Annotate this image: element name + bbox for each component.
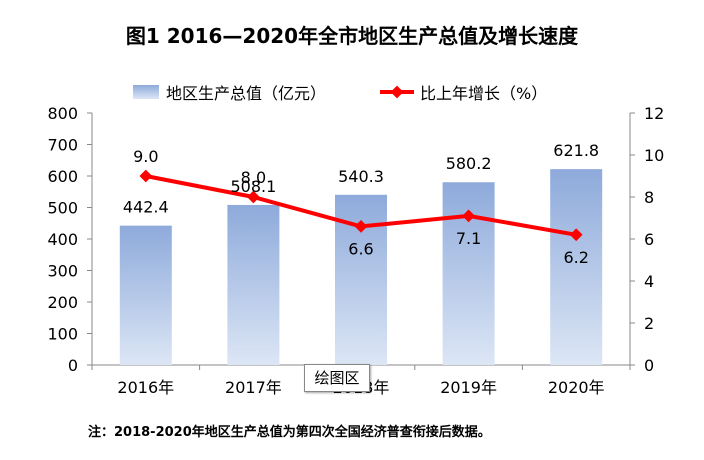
legend-bar-swatch bbox=[133, 85, 159, 99]
x-tick-label: 2017年 bbox=[225, 378, 282, 397]
line-marker bbox=[247, 190, 260, 204]
line-series bbox=[139, 169, 583, 242]
line-marker bbox=[462, 209, 475, 223]
line-value-label: 9.0 bbox=[133, 147, 158, 166]
footnote: 注：2018-2020年地区生产总值为第四次全国经济普查衔接后数据。 bbox=[88, 425, 491, 440]
y-left-tick-label: 600 bbox=[47, 167, 78, 186]
bar bbox=[119, 225, 172, 365]
legend-line-marker bbox=[390, 85, 404, 99]
y-right-tick-label: 8 bbox=[644, 188, 654, 207]
line-marker bbox=[354, 220, 368, 233]
bar-value-label: 508.1 bbox=[230, 177, 276, 196]
y-left-tick-label: 700 bbox=[47, 136, 78, 155]
data-labels: 442.4 508.1 540.3 580.2 621.8 9.0 8.0 6.6 7.1 6.2 bbox=[123, 141, 599, 267]
line-value-label: 7.1 bbox=[456, 229, 481, 248]
bar-value-label: 621.8 bbox=[553, 141, 599, 160]
bar bbox=[227, 204, 280, 365]
bar bbox=[550, 169, 603, 365]
y-left-tick-label: 0 bbox=[68, 356, 78, 375]
legend: 地区生产总值（亿元） 比上年增长（%） bbox=[133, 84, 547, 103]
y-left-tick-label: 500 bbox=[47, 199, 78, 218]
line-value-label: 8.0 bbox=[241, 168, 266, 187]
legend-line-label: 比上年增长（%） bbox=[420, 84, 547, 103]
bar-value-label: 580.2 bbox=[446, 154, 492, 173]
y-left-tick-label: 100 bbox=[47, 325, 78, 344]
x-tick-label: 2019年 bbox=[440, 378, 497, 397]
plot-area-tooltip: 绘图区 bbox=[304, 364, 370, 392]
bar-value-label: 442.4 bbox=[123, 198, 169, 217]
y-left-tick-label: 400 bbox=[47, 230, 78, 249]
axes: 0 100 200 300 400 500 600 700 800 0 2 4 6 8 10 12 2016年 2… bbox=[47, 104, 664, 397]
y-left-tick-label: 800 bbox=[47, 104, 78, 123]
x-tick-label: 2016年 bbox=[117, 378, 174, 397]
chart-title: 图1 2016—2020年全市地区生产总值及增长速度 bbox=[125, 24, 579, 48]
y-left-tick-label: 200 bbox=[47, 293, 78, 312]
line-value-label: 6.6 bbox=[348, 239, 373, 258]
line-value-label: 6.2 bbox=[563, 248, 588, 267]
y-right-tick-label: 6 bbox=[644, 230, 654, 249]
y-right-tick-label: 4 bbox=[644, 272, 654, 291]
y-right-tick-label: 10 bbox=[644, 146, 664, 165]
bar-series bbox=[119, 169, 603, 365]
legend-bar-label: 地区生产总值（亿元） bbox=[166, 84, 326, 103]
y-right-tick-label: 2 bbox=[644, 314, 654, 333]
y-left-tick-label: 300 bbox=[47, 262, 78, 281]
bar-value-label: 540.3 bbox=[338, 167, 384, 186]
y-right-tick-label: 0 bbox=[644, 356, 654, 375]
x-tick-label: 2020年 bbox=[548, 378, 605, 397]
line-marker bbox=[139, 169, 153, 183]
y-right-tick-label: 12 bbox=[644, 104, 664, 123]
